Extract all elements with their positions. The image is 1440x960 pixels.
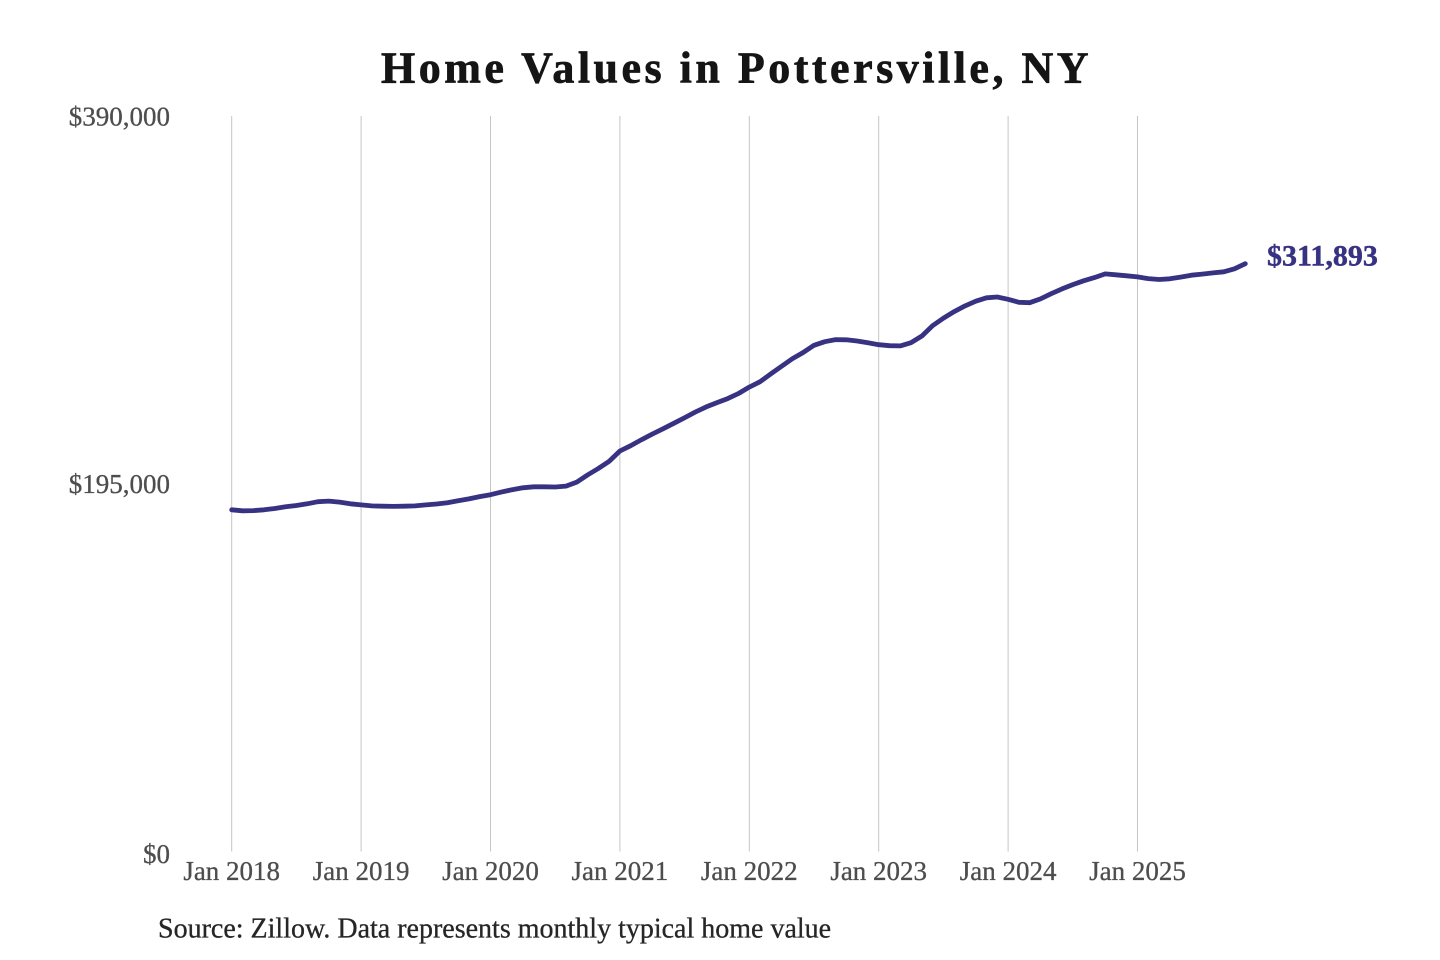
svg-text:Jan 2023: Jan 2023 <box>830 856 927 886</box>
svg-text:Jan 2018: Jan 2018 <box>183 856 280 886</box>
svg-text:Jan 2019: Jan 2019 <box>313 856 410 886</box>
svg-text:Home Values in Pottersville, N: Home Values in Pottersville, NY <box>381 44 1092 93</box>
svg-text:Jan 2022: Jan 2022 <box>701 856 798 886</box>
svg-text:Jan 2024: Jan 2024 <box>960 856 1057 886</box>
svg-text:Jan 2020: Jan 2020 <box>442 856 539 886</box>
svg-text:$311,893: $311,893 <box>1267 240 1378 273</box>
svg-text:Jan 2021: Jan 2021 <box>572 856 669 886</box>
svg-text:Source: Zillow. Data represent: Source: Zillow. Data represents monthly … <box>158 914 831 945</box>
svg-text:$0: $0 <box>143 839 170 869</box>
svg-text:Jan 2025: Jan 2025 <box>1089 856 1186 886</box>
svg-text:$195,000: $195,000 <box>69 469 170 499</box>
svg-text:$390,000: $390,000 <box>69 102 170 132</box>
